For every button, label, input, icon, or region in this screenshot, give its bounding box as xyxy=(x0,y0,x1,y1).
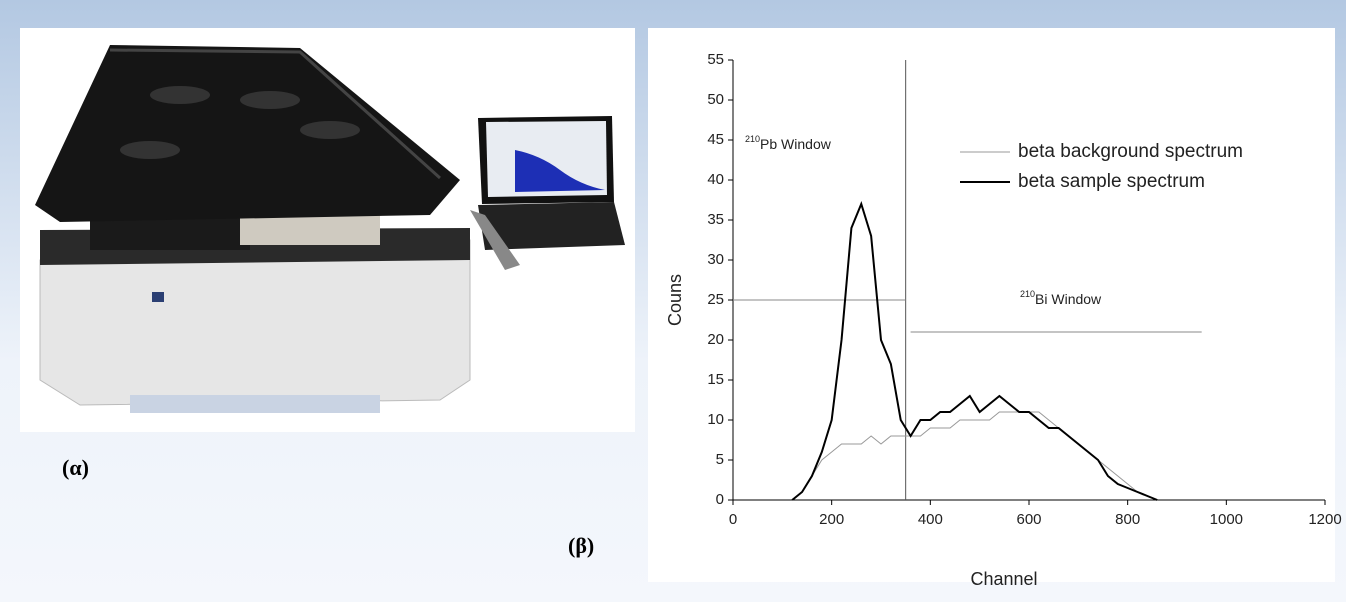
panel-label: (α) xyxy=(62,455,89,480)
x-tick-label: 0 xyxy=(729,511,737,528)
legend-label: beta sample spectrum xyxy=(1018,171,1205,192)
y-tick-label: 5 xyxy=(716,451,724,468)
y-tick-label: 30 xyxy=(707,251,724,268)
x-tick-label: 400 xyxy=(918,511,943,528)
x-tick-label: 1200 xyxy=(1308,511,1341,528)
y-tick-label: 35 xyxy=(707,211,724,228)
x-tick-label: 800 xyxy=(1115,511,1140,528)
window-label: 210Pb Window xyxy=(745,134,832,151)
y-tick-label: 25 xyxy=(707,291,724,308)
y-axis-label: Couns xyxy=(665,274,685,326)
y-tick-label: 45 xyxy=(707,131,724,148)
series-line xyxy=(791,201,1158,501)
x-tick-label: 200 xyxy=(819,511,844,528)
x-tick-label: 1000 xyxy=(1210,511,1243,528)
x-axis-label: Channel xyxy=(970,569,1037,589)
y-tick-label: 40 xyxy=(707,171,724,188)
chart-panel xyxy=(648,28,1335,582)
window-label-sup: 210 xyxy=(1020,289,1035,299)
y-tick-label: 50 xyxy=(707,91,724,108)
window-label-text: Pb Window xyxy=(760,136,832,152)
window-label: 210Bi Window xyxy=(1020,289,1102,306)
y-tick-label: 55 xyxy=(707,51,724,68)
y-tick-label: 15 xyxy=(707,371,724,388)
panel-label: (β) xyxy=(568,533,594,558)
y-tick-label: 10 xyxy=(707,411,724,428)
y-tick-label: 20 xyxy=(707,331,724,348)
window-label-text: Bi Window xyxy=(1035,291,1102,307)
window-label-sup: 210 xyxy=(745,134,760,144)
y-tick-label: 0 xyxy=(716,491,724,508)
x-tick-label: 600 xyxy=(1016,511,1041,528)
scanner-photo xyxy=(35,45,625,413)
legend-label: beta background spectrum xyxy=(1018,141,1243,162)
